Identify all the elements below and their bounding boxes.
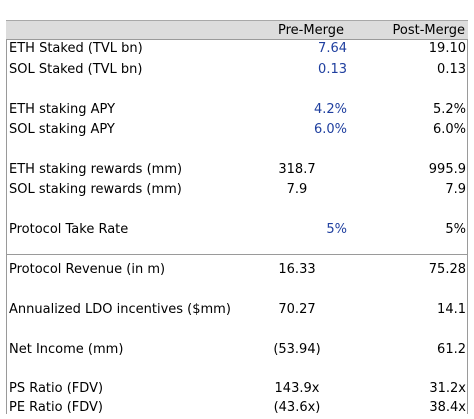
- row-label: Net Income (mm): [9, 342, 124, 357]
- table-row-eth-staked: ETH Staked (TVL bn) 7.64 19.10: [6, 40, 468, 60]
- table-header: Pre-Merge Post-Merge: [6, 20, 468, 40]
- row-label: SOL Staked (TVL bn): [9, 62, 143, 77]
- row-label: ETH Staked (TVL bn): [9, 41, 143, 56]
- pre-merge-value: 5%: [326, 222, 347, 237]
- row-label: PE Ratio (FDV): [9, 400, 103, 415]
- row-label: SOL staking APY: [9, 122, 115, 137]
- pre-merge-value: 7.9: [286, 182, 308, 197]
- right-border: [467, 39, 468, 414]
- table-row-eth-rewards: ETH staking rewards (mm) 318.7 995.9: [6, 161, 468, 181]
- post-merge-value: 31.2x: [429, 381, 466, 396]
- post-merge-value: 995.9: [428, 162, 466, 177]
- table-row-pe-ratio: PE Ratio (FDV) (43.6x) 38.4x: [6, 399, 468, 419]
- pre-merge-value: 70.27: [278, 302, 316, 317]
- table-row-take-rate: Protocol Take Rate 5% 5%: [6, 221, 468, 241]
- post-merge-value: 6.0%: [432, 122, 466, 137]
- table-row-net-income: Net Income (mm) (53.94) 61.2: [6, 341, 468, 361]
- post-merge-value: 19.10: [428, 41, 466, 56]
- left-border: [6, 39, 7, 414]
- post-merge-value: 38.4x: [429, 400, 466, 415]
- section-divider: [6, 254, 468, 255]
- pre-merge-value: 7.64: [318, 41, 347, 56]
- row-label: ETH staking rewards (mm): [9, 162, 183, 177]
- pre-merge-value: 0.13: [318, 62, 347, 77]
- table-row-eth-apy: ETH staking APY 4.2% 5.2%: [6, 101, 468, 121]
- row-label: Annualized LDO incentives ($mm): [9, 302, 231, 317]
- row-label: SOL staking rewards (mm): [9, 182, 182, 197]
- pre-merge-value: (43.6x): [273, 400, 321, 415]
- table-row-revenue: Protocol Revenue (in m) 16.33 75.28: [6, 261, 468, 281]
- row-label: ETH staking APY: [9, 102, 116, 117]
- pre-merge-value: 6.0%: [313, 122, 347, 137]
- pre-merge-value: 143.9x: [274, 381, 320, 396]
- col-header-post-merge: Post-Merge: [392, 23, 465, 38]
- row-label: Protocol Revenue (in m): [9, 262, 166, 277]
- post-merge-value: 7.9: [445, 182, 466, 197]
- row-label: PS Ratio (FDV): [9, 381, 104, 396]
- pre-merge-value: 4.2%: [313, 102, 347, 117]
- pre-merge-value: (53.94): [273, 342, 321, 357]
- top-strip: [0, 0, 474, 20]
- pre-merge-value: 318.7: [278, 162, 316, 177]
- row-label: Protocol Take Rate: [9, 222, 129, 237]
- table-row-sol-staked: SOL Staked (TVL bn) 0.13 0.13: [6, 61, 468, 81]
- pre-merge-value: 16.33: [278, 262, 316, 277]
- table-row-ldo-incentives: Annualized LDO incentives ($mm) 70.27 14…: [6, 301, 468, 321]
- post-merge-value: 0.13: [437, 62, 466, 77]
- post-merge-value: 5%: [445, 222, 466, 237]
- post-merge-value: 14.1: [437, 302, 466, 317]
- post-merge-value: 5.2%: [432, 102, 466, 117]
- header-divider: [6, 39, 468, 40]
- post-merge-value: 75.28: [428, 262, 466, 277]
- table-row-sol-rewards: SOL staking rewards (mm) 7.9 7.9: [6, 181, 468, 201]
- table-row-ps-ratio: PS Ratio (FDV) 143.9x 31.2x: [6, 380, 468, 400]
- col-header-pre-merge: Pre-Merge: [278, 23, 344, 38]
- table-row-sol-apy: SOL staking APY 6.0% 6.0%: [6, 121, 468, 141]
- post-merge-value: 61.2: [437, 342, 466, 357]
